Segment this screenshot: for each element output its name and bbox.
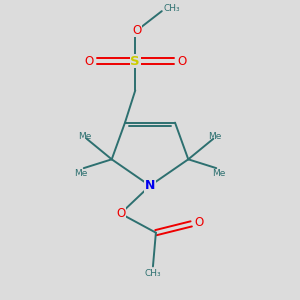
- Text: O: O: [116, 207, 125, 220]
- Text: Me: Me: [212, 169, 226, 178]
- Text: S: S: [130, 55, 140, 68]
- Text: Me: Me: [208, 132, 221, 141]
- Text: Me: Me: [74, 169, 88, 178]
- Text: O: O: [177, 55, 186, 68]
- Text: CH₃: CH₃: [145, 269, 161, 278]
- Text: O: O: [84, 55, 93, 68]
- Text: O: O: [132, 24, 141, 37]
- Text: CH₃: CH₃: [164, 4, 180, 13]
- Text: O: O: [195, 216, 204, 229]
- Text: N: N: [145, 179, 155, 192]
- Text: Me: Me: [79, 132, 92, 141]
